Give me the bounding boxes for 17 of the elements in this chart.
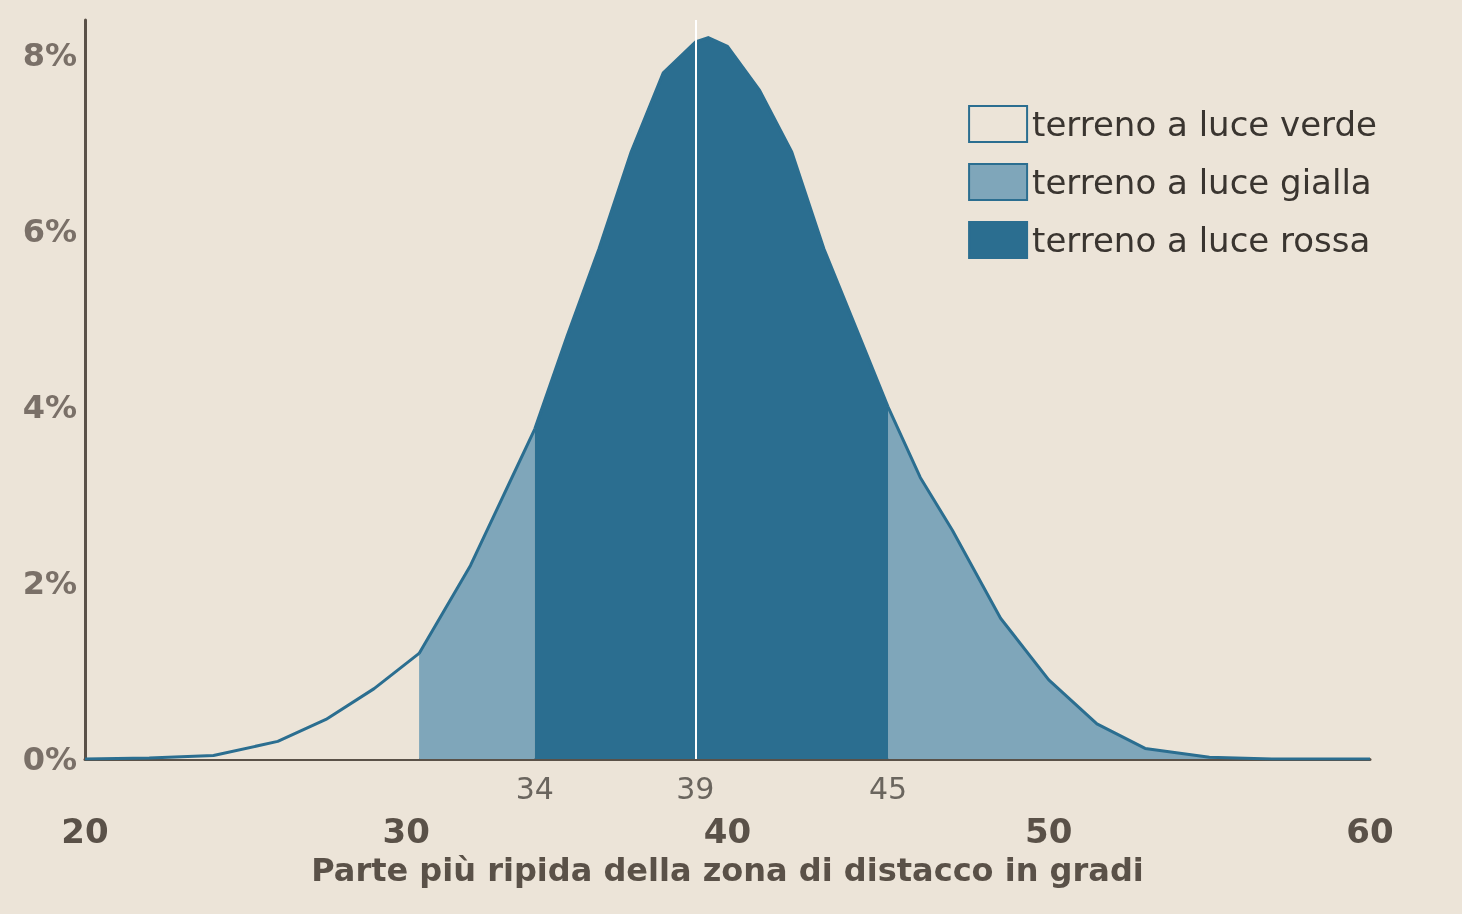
- annotation: 39: [676, 770, 715, 806]
- annotation: 34: [515, 770, 554, 806]
- y-tick-label: 4%: [22, 388, 77, 427]
- legend-label: terreno a luce rossa: [1032, 220, 1371, 260]
- y-tick-label: 8%: [22, 36, 77, 75]
- x-tick-label: 40: [703, 811, 752, 851]
- x-tick-label: 30: [382, 811, 430, 851]
- y-tick-label: 6%: [22, 212, 77, 251]
- legend-label: terreno a luce gialla: [1032, 162, 1372, 202]
- x-tick-label: 20: [61, 811, 109, 851]
- x-tick-label: 50: [1025, 811, 1073, 851]
- annotation: 45: [869, 770, 908, 806]
- y-tick-label: 0%: [22, 740, 77, 778]
- legend-label: terreno a luce verde: [1032, 104, 1378, 144]
- x-tick-label: 60: [1346, 811, 1394, 851]
- y-tick-label: 2%: [22, 564, 77, 603]
- x-axis-title: Parte più ripida della zona di distacco in gradi: [311, 851, 1144, 889]
